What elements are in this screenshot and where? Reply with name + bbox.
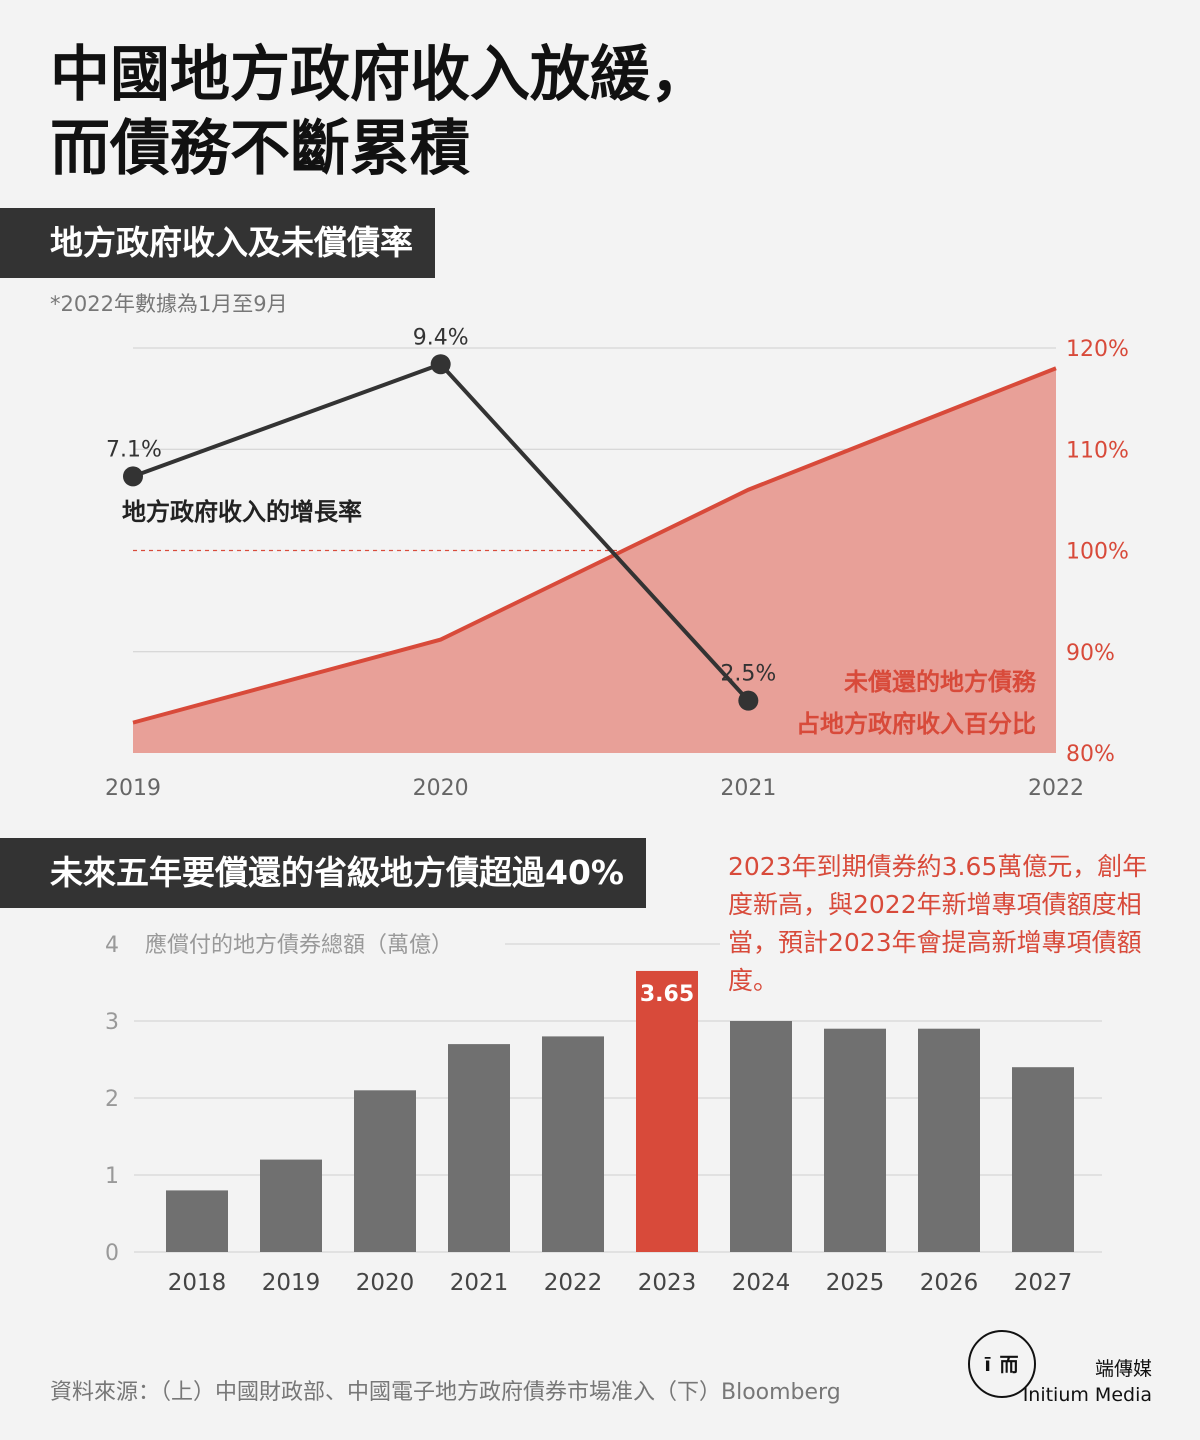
x-axis-tick: 2025 bbox=[826, 1270, 885, 1296]
y-axis-tick: 4 bbox=[105, 933, 119, 958]
right-axis-tick: 90% bbox=[1066, 641, 1115, 666]
bar bbox=[1012, 1067, 1074, 1252]
growth-data-label: 2.5% bbox=[720, 662, 776, 687]
y-axis-tick: 2 bbox=[105, 1087, 119, 1112]
annotation-2023: 2023年到期債券約3.65萬億元，創年度新高，與2022年新增專項債額度相當，… bbox=[728, 852, 1148, 995]
debt-series-label: 未償還的地方債務 bbox=[844, 668, 1037, 696]
section-header-bonds: 未來五年要償還的省級地方債超過40% bbox=[0, 838, 646, 908]
x-axis-tick: 2020 bbox=[413, 776, 469, 801]
y-axis-label: 應償付的地方債券總額（萬億） bbox=[145, 932, 453, 958]
x-axis-tick: 2020 bbox=[356, 1270, 415, 1296]
right-axis-tick: 120% bbox=[1066, 337, 1129, 362]
y-axis-tick: 3 bbox=[105, 1010, 119, 1035]
y-axis-tick: 0 bbox=[105, 1241, 119, 1266]
bar bbox=[260, 1159, 322, 1252]
x-axis-tick: 2024 bbox=[732, 1270, 791, 1296]
source-note: 資料來源：（上）中國財政部、中國電子地方政府債券市場准入（下）Bloomberg bbox=[50, 1380, 841, 1405]
x-axis-tick: 2022 bbox=[544, 1270, 603, 1296]
revenue-growth-point bbox=[430, 354, 451, 375]
growth-data-label: 7.1% bbox=[106, 437, 162, 462]
revenue-debt-chart: 80% 90% 100% 110% 120% 2019 2020 2021 2022 7.1% 9.… bbox=[105, 325, 1129, 801]
right-axis-tick: 80% bbox=[1066, 742, 1115, 767]
y-axis-tick: 1 bbox=[105, 1164, 119, 1189]
initium-logo-icon: ī 而 bbox=[968, 1330, 1036, 1398]
logo-glyph: ī 而 bbox=[984, 1354, 1020, 1376]
x-axis-tick: 2026 bbox=[920, 1270, 979, 1296]
brand-name-cn: 端傳媒 bbox=[1094, 1358, 1152, 1380]
bar bbox=[448, 1044, 510, 1252]
bond-maturity-chart: 0 1 2 3 4 應償付的地方債券總額（萬億） 2018 2019 2020 2021 2022 2… bbox=[105, 932, 1102, 1296]
bar-value-label: 3.65 bbox=[640, 982, 694, 1007]
right-axis-tick: 100% bbox=[1066, 540, 1129, 565]
bar bbox=[636, 970, 698, 1252]
brand-name-en: Initium Media bbox=[1022, 1384, 1152, 1406]
bar bbox=[918, 1028, 980, 1252]
title-line-1: 中國地方政府收入放緩， bbox=[50, 40, 710, 110]
x-axis-tick: 2027 bbox=[1014, 1270, 1073, 1296]
brand-name: 端傳媒 Initium Media bbox=[1023, 1356, 1152, 1408]
revenue-growth-point bbox=[738, 690, 759, 711]
x-axis-tick: 2021 bbox=[450, 1270, 509, 1296]
bar bbox=[542, 1036, 604, 1252]
data-footnote: *2022年數據為1月至9月 bbox=[50, 292, 288, 316]
debt-ratio-line bbox=[132, 366, 1057, 725]
x-axis-tick: 2021 bbox=[720, 776, 776, 801]
debt-series-label: 占地方政府收入百分比 bbox=[796, 710, 1036, 738]
bar bbox=[166, 1190, 228, 1252]
x-axis-tick: 2023 bbox=[638, 1270, 697, 1296]
growth-series-label: 地方政府收入的增長率 bbox=[122, 498, 362, 526]
debt-ratio-area bbox=[133, 368, 1056, 753]
x-axis-tick: 2018 bbox=[168, 1270, 227, 1296]
section-header-revenue: 地方政府收入及未償債率 bbox=[0, 208, 435, 278]
right-axis-tick: 110% bbox=[1066, 438, 1129, 463]
x-axis-tick: 2022 bbox=[1028, 776, 1084, 801]
bar bbox=[824, 1028, 886, 1252]
x-axis-tick: 2019 bbox=[262, 1270, 321, 1296]
bar bbox=[354, 1090, 416, 1252]
growth-data-label: 9.4% bbox=[413, 325, 469, 350]
revenue-growth-point bbox=[123, 466, 143, 487]
x-axis-tick: 2019 bbox=[105, 776, 161, 801]
title-line-2: 而債務不斷累積 bbox=[50, 114, 470, 184]
bar bbox=[730, 1021, 792, 1252]
main-title: 中國地方政府收入放緩， 而債務不斷累積 bbox=[50, 38, 710, 186]
